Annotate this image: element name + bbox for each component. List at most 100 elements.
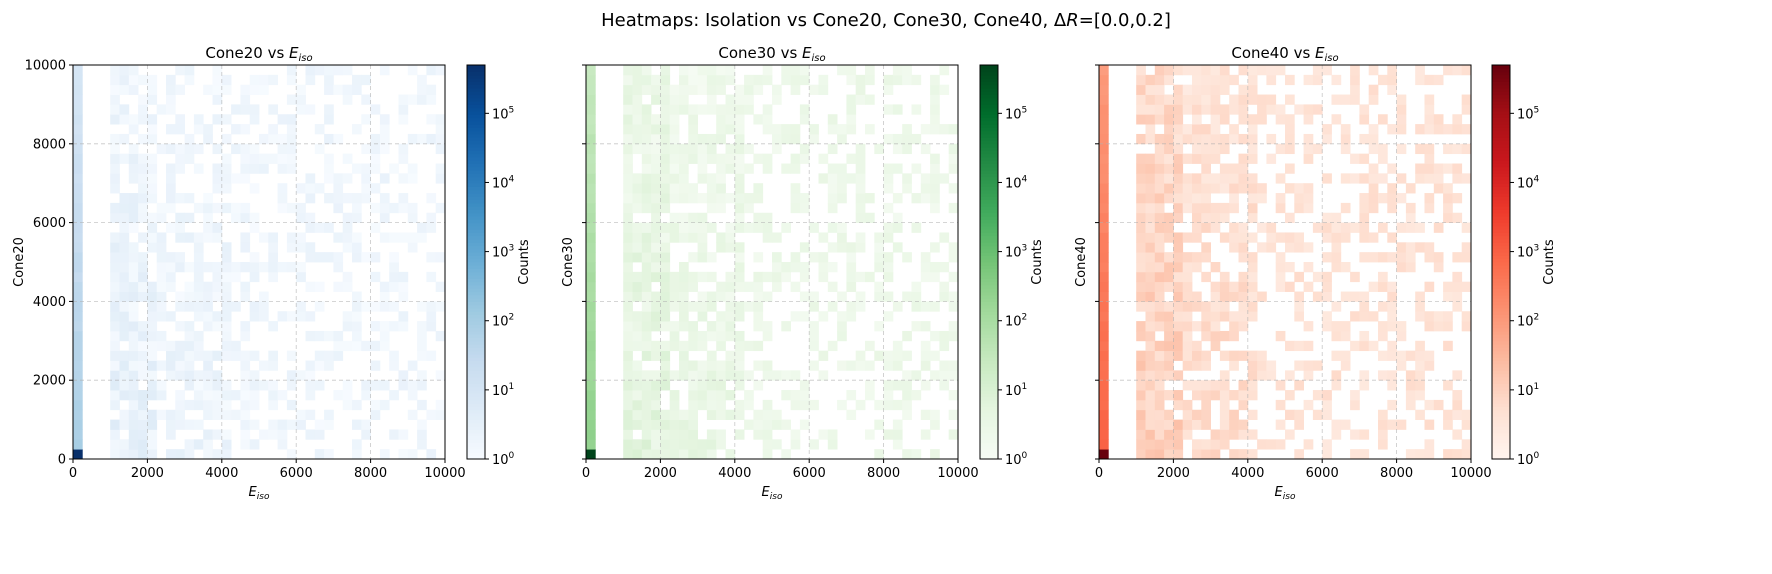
heatmap-cell [632, 173, 643, 184]
colorbar-segment [467, 252, 485, 256]
heatmap-cell [1182, 340, 1193, 352]
heatmap-cell [660, 291, 671, 302]
heatmap-cell [398, 380, 409, 391]
heatmap-cell [1415, 360, 1425, 371]
colorbar-segment [1492, 94, 1510, 99]
heatmap-cell [1099, 380, 1109, 391]
heatmap-cell [259, 311, 269, 322]
heatmap-cell [110, 74, 120, 86]
heatmap-cell [679, 439, 689, 450]
heatmap-cell [1099, 419, 1109, 430]
heatmap-cell [1219, 330, 1230, 342]
heatmap-cell [706, 222, 717, 233]
heatmap-cell [1452, 143, 1463, 155]
colorbar-segment [980, 307, 998, 312]
heatmap-cell [1136, 84, 1146, 95]
heatmap-cell [855, 301, 866, 312]
heatmap-cell [762, 429, 773, 440]
heatmap-cell [1164, 262, 1174, 273]
heatmap-cell [753, 222, 764, 233]
heatmap-cell [1238, 252, 1249, 263]
heatmap-cell [212, 370, 223, 381]
heatmap-cell [1219, 390, 1230, 401]
colorbar-segment [1492, 455, 1510, 460]
heatmap-cell [1210, 340, 1221, 352]
heatmap-cell [1350, 449, 1360, 460]
colorbar-segment [980, 449, 998, 453]
heatmap-cell [892, 301, 903, 312]
heatmap-cell [203, 350, 213, 361]
colorbar-segment [1492, 367, 1510, 371]
heatmap-cell [221, 153, 232, 164]
colorbar-segment [980, 271, 998, 276]
heatmap-cell [1192, 124, 1202, 135]
heatmap-cell [1099, 242, 1109, 253]
heatmap-cell [734, 104, 745, 115]
colorbar-segment [980, 176, 998, 181]
heatmap-cell [119, 419, 130, 430]
heatmap-cell [324, 222, 334, 233]
heatmap-cell [920, 193, 931, 204]
heatmap-cell [874, 252, 884, 263]
heatmap-cell [128, 399, 139, 411]
heatmap-cell [1247, 429, 1258, 440]
heatmap-cell [240, 399, 251, 411]
heatmap-cell [1266, 370, 1277, 381]
heatmap-cell [361, 173, 371, 184]
heatmap-cell [1461, 281, 1472, 292]
colorbar-segment [1492, 183, 1510, 187]
heatmap-cell [883, 202, 894, 214]
heatmap-cell [790, 311, 801, 322]
heatmap-cell [1154, 143, 1165, 155]
heatmap-cell [1424, 242, 1435, 253]
heatmap-cell [361, 429, 371, 440]
heatmap-cell [827, 163, 838, 174]
heatmap-cell [166, 350, 176, 361]
heatmap-cell [417, 340, 427, 352]
heatmap-cell [1359, 340, 1370, 352]
heatmap-cell [389, 429, 399, 440]
heatmap-cell [623, 262, 633, 273]
heatmap-cell [660, 311, 671, 322]
colorbar-segment [1492, 445, 1510, 450]
heatmap-cell [128, 153, 139, 164]
heatmap-cell [892, 242, 903, 253]
panel-cone20: 0 2000 4000 6000 8000 10000020004000600080001… [12, 44, 532, 502]
heatmap-cell [389, 202, 399, 214]
colorbar-segment [1492, 262, 1510, 266]
heatmap-cell [1099, 291, 1109, 302]
heatmap-cell [1359, 330, 1370, 342]
heatmap-cell [846, 173, 857, 184]
x-tick-label: 8000 [354, 466, 387, 481]
heatmap-cell [1387, 252, 1397, 263]
heatmap-cell [203, 262, 213, 273]
colorbar-segment [980, 110, 998, 115]
heatmap-cell [73, 301, 83, 312]
heatmap-cell [874, 291, 884, 302]
heatmap-cell [398, 321, 409, 332]
colorbar-segment [467, 288, 485, 293]
heatmap-cell [1350, 429, 1360, 440]
colorbar-segment [1492, 153, 1510, 158]
heatmap-cell [1192, 380, 1202, 391]
heatmap-cell [110, 94, 120, 105]
heatmap-cell [651, 321, 661, 332]
heatmap-cell [240, 153, 251, 164]
heatmap-cell [781, 124, 791, 135]
heatmap-cell [799, 74, 810, 86]
heatmap-cell [184, 262, 195, 273]
heatmap-cell [874, 232, 884, 243]
heatmap-cell [920, 173, 931, 184]
heatmap-cell [175, 399, 185, 411]
figure-title: Heatmaps: Isolation vs Cone20, Cone30, C… [601, 10, 1171, 31]
heatmap-cell [1099, 252, 1109, 263]
heatmap-cell [1136, 399, 1146, 411]
heatmap-cell [892, 65, 903, 76]
y-tick-label: 10000 [25, 59, 66, 74]
heatmap-cell [259, 153, 269, 164]
heatmap-cell [837, 321, 847, 332]
colorbar-segment [980, 314, 998, 319]
heatmap-cell [110, 429, 120, 440]
heatmap-cell [920, 409, 931, 420]
colorbar-segment [467, 334, 485, 339]
